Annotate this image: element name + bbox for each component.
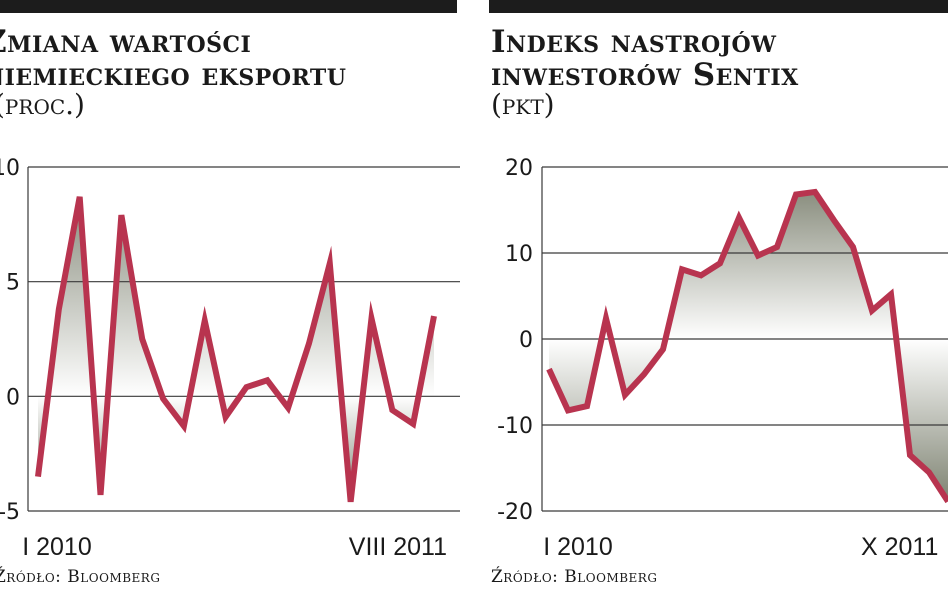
chart-title: Indeks nastrojów inwestorów Sentix [491,26,799,92]
data-point [225,416,226,417]
data-point [796,194,797,195]
x-axis-start-label: I 2010 [22,533,92,561]
data-point [606,318,607,319]
series-area [38,196,434,502]
data-point [644,374,645,375]
top-rule [489,0,948,13]
y-tick-label: -20 [497,500,533,525]
data-point [682,269,683,270]
y-tick-label: 0 [519,328,533,353]
data-point [872,310,873,311]
data-point [246,387,247,388]
series-line [35,196,437,503]
data-point [434,316,435,317]
data-point [549,369,550,370]
data-point [758,255,759,256]
data-point [413,423,414,424]
chart-title-line-2: niemieckiego eksportu [0,57,347,93]
data-point [568,410,569,411]
data-point [267,380,268,381]
y-tick-label: 5 [6,271,20,296]
data-point [701,275,702,276]
chart-unit: (pkt) [491,88,555,121]
data-point [815,191,816,192]
chart-sentix: -20 -10 0 10 20 I 2010 X 2011 [497,156,948,561]
chart-title: Zmiana wartości niemieckiego eksportu [0,26,346,92]
chart-panel-export: Zmiana wartości niemieckiego eksportu (p… [0,0,460,593]
top-rule [0,0,457,13]
data-point [777,246,778,247]
data-point [663,349,664,350]
data-point [392,410,393,411]
data-point [329,263,330,264]
series-area [549,191,948,502]
data-point [371,318,372,319]
data-point [350,501,351,502]
x-axis-start-label: I 2010 [543,533,613,561]
y-tick-label: 0 [6,385,20,410]
chart-source: Źródło: Bloomberg [491,567,658,587]
data-point [625,394,626,395]
chart-source: Źródło: Bloomberg [0,567,161,587]
x-axis-end-label: X 2011 [861,533,938,561]
y-tick-label: -10 [497,414,533,439]
data-point [121,215,122,216]
data-point [79,196,80,197]
y-tick-label: -5 [0,500,20,525]
chart-title-line-1: Indeks nastrojów [491,24,777,60]
data-point [853,246,854,247]
data-point [587,406,588,407]
data-point [720,263,721,264]
x-axis-end-label: VIII 2011 [349,533,447,561]
chart-title-line-2: inwestorów Sentix [491,57,799,93]
chart-title-line-1: Zmiana wartości [0,24,252,60]
data-point [834,220,835,221]
data-point [891,294,892,295]
data-point [38,476,39,477]
data-point [100,494,101,495]
y-tick-label: 10 [0,156,20,181]
y-tick-label: 20 [505,156,533,181]
chart-panel-sentix: Indeks nastrojów inwestorów Sentix (pkt)… [489,0,948,593]
data-point [929,472,930,473]
chart-export: -5 0 5 10 I 2010 VIII 2011 [0,156,460,561]
data-point [58,309,59,310]
y-tick-label: 10 [505,242,533,267]
data-point [288,407,289,408]
data-point [163,398,164,399]
data-point [739,217,740,218]
data-point [308,343,309,344]
data-point [910,455,911,456]
chart-unit: (proc.) [0,88,85,121]
data-point [142,339,143,340]
series-line [546,188,948,504]
data-point [204,320,205,321]
data-point [183,426,184,427]
